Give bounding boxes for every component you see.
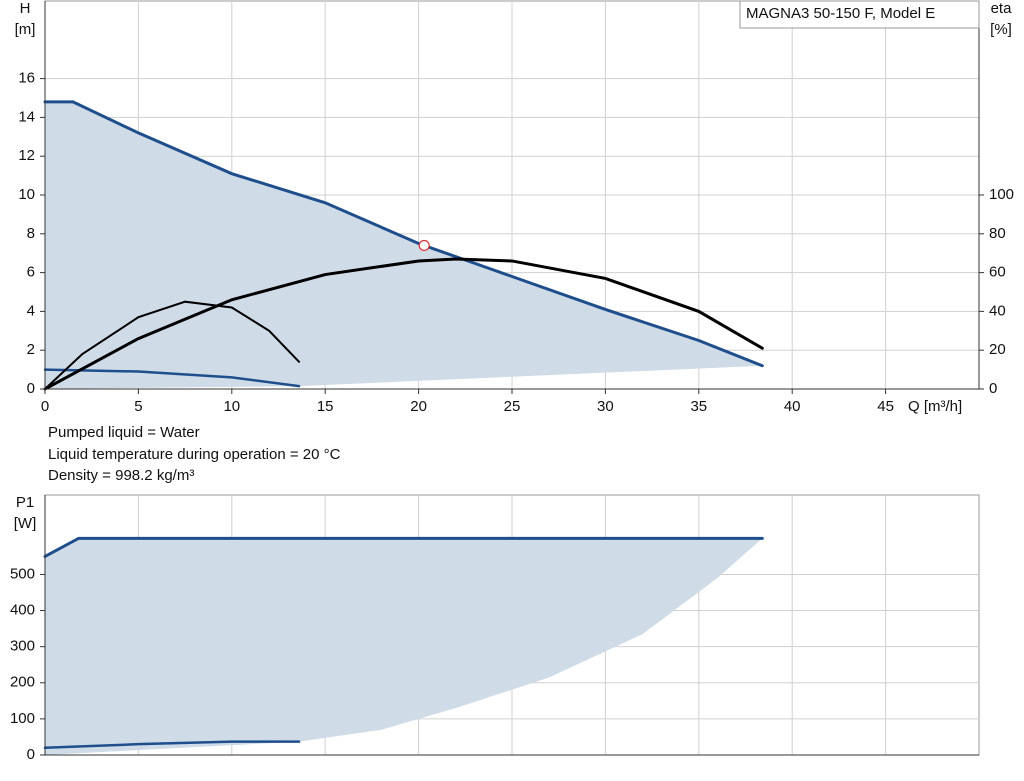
curve [43, 368, 301, 388]
y-tick-label: 0 [27, 380, 35, 397]
note: Density = 998.2 kg/m³ [48, 467, 194, 484]
x-tick-label: 0 [41, 398, 49, 415]
y2-axis-label: eta [991, 0, 1013, 17]
y-tick-label: 300 [10, 638, 35, 655]
y-axis-label: [W] [14, 515, 37, 532]
x-tick-label: 5 [134, 398, 142, 415]
x-tick-label: 35 [690, 398, 707, 415]
curve [43, 257, 764, 391]
y2-tick-label: 60 [989, 264, 1006, 281]
y-tick-label: 12 [18, 147, 35, 164]
y-tick-label: 16 [18, 70, 35, 87]
y2-tick-label: 40 [989, 302, 1006, 319]
x-tick-label: 45 [877, 398, 894, 415]
y2-tick-label: 80 [989, 225, 1006, 242]
x-axis-label: Q [m³/h] [908, 398, 962, 415]
y-tick-label: 10 [18, 186, 35, 203]
operating-area [45, 101, 763, 389]
y-axis-label: H [20, 0, 31, 17]
x-tick-label: 15 [317, 398, 334, 415]
curve [43, 740, 301, 750]
y-tick-label: 6 [27, 264, 35, 281]
curve [43, 536, 764, 558]
y-tick-label: 500 [10, 565, 35, 582]
y-tick-label: 8 [27, 225, 35, 242]
y-tick-label: 2 [27, 341, 35, 358]
note: Liquid temperature during operation = 20… [48, 446, 341, 463]
x-tick-label: 40 [784, 398, 801, 415]
x-tick-label: 20 [410, 398, 427, 415]
y2-tick-label: 100 [989, 186, 1014, 203]
y2-tick-label: 0 [989, 380, 997, 397]
curve [43, 100, 764, 368]
curve [44, 300, 301, 390]
title-box [739, 0, 980, 29]
y2-axis-label: [%] [990, 21, 1012, 38]
y-axis-label: P1 [16, 494, 34, 511]
duty-point [418, 239, 430, 252]
operating-area [45, 538, 763, 755]
y-tick-label: 200 [10, 674, 35, 691]
y-tick-label: 0 [27, 746, 35, 763]
x-tick-label: 25 [504, 398, 521, 415]
y-tick-label: 4 [27, 302, 35, 319]
x-tick-label: 30 [597, 398, 614, 415]
y-axis-label: [m] [15, 21, 36, 38]
y-tick-label: 14 [18, 108, 35, 125]
note: Pumped liquid = Water [48, 424, 200, 441]
y2-tick-label: 20 [989, 341, 1006, 358]
y-tick-label: 100 [10, 710, 35, 727]
x-tick-label: 10 [223, 398, 240, 415]
y-tick-label: 400 [10, 602, 35, 619]
chart-title: MAGNA3 50-150 F, Model E [746, 5, 935, 22]
